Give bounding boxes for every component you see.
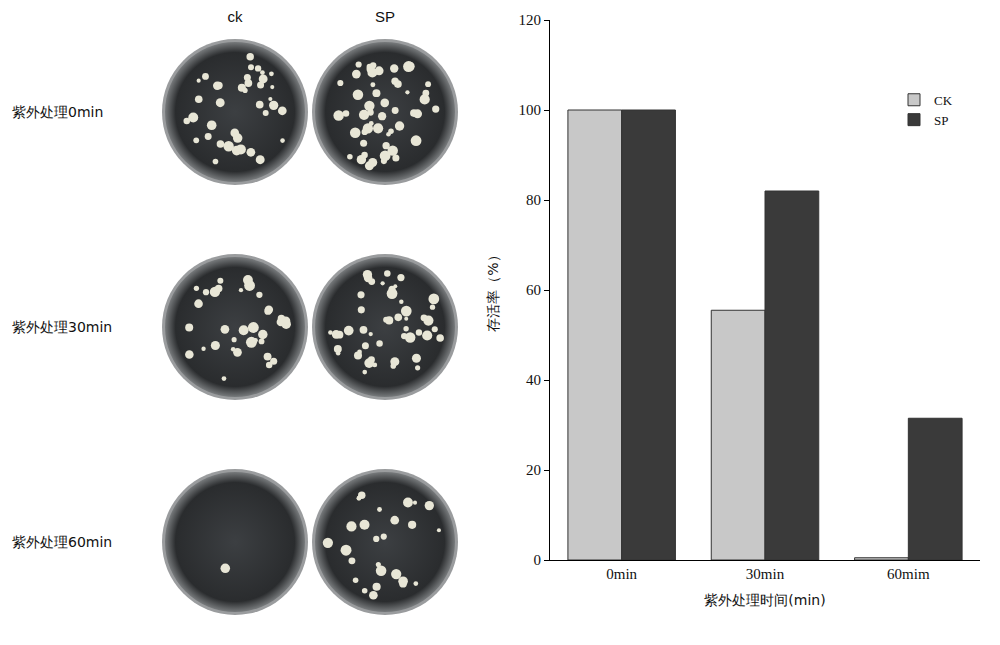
svg-text:80: 80: [526, 192, 541, 208]
svg-text:紫外处理30min: 紫外处理30min: [12, 319, 112, 335]
svg-text:CK: CK: [934, 93, 953, 108]
svg-text:紫外处理时间(min): 紫外处理时间(min): [704, 592, 825, 608]
svg-text:40: 40: [526, 372, 541, 388]
svg-text:0min: 0min: [606, 566, 637, 582]
svg-text:30min: 30min: [746, 566, 785, 582]
svg-text:SP: SP: [375, 8, 395, 25]
svg-text:存活率（%）: 存活率（%）: [485, 248, 501, 331]
svg-text:紫外处理60min: 紫外处理60min: [12, 534, 112, 550]
svg-text:ck: ck: [228, 8, 244, 25]
svg-text:100: 100: [519, 102, 542, 118]
svg-text:0: 0: [534, 552, 542, 568]
svg-text:20: 20: [526, 462, 541, 478]
svg-text:60mim: 60mim: [887, 566, 930, 582]
svg-text:120: 120: [519, 12, 542, 28]
svg-text:SP: SP: [934, 113, 948, 128]
svg-text:60: 60: [526, 282, 541, 298]
svg-text:紫外处理0min: 紫外处理0min: [12, 104, 103, 120]
